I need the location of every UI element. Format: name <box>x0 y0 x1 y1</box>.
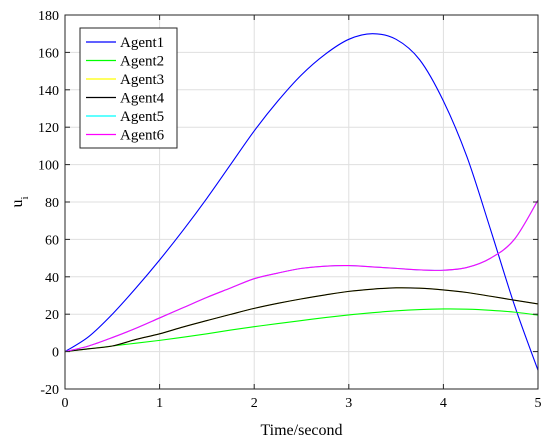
series-line-agent1 <box>64 33 539 371</box>
x-tick-label: 5 <box>535 396 542 411</box>
y-tick-label: 20 <box>45 308 59 323</box>
y-tick-label: 60 <box>45 233 59 248</box>
y-tick-label: 80 <box>45 196 59 211</box>
y-axis-title: ui <box>9 196 31 207</box>
series-line-agent6 <box>64 199 539 353</box>
x-axis-title: Time/second <box>260 422 342 439</box>
legend-label: Agent2 <box>120 54 164 70</box>
y-tick-label: -20 <box>40 383 59 398</box>
legend-label: Agent3 <box>120 72 164 88</box>
grid-lines <box>64 14 539 390</box>
legend-label: Agent6 <box>120 128 165 144</box>
x-tick-label: 0 <box>62 396 69 411</box>
legend-label: Agent5 <box>120 109 164 125</box>
y-tick-label: 140 <box>38 84 59 99</box>
y-tick-label: 100 <box>38 159 59 174</box>
y-tick-label: 40 <box>45 271 59 286</box>
x-tick-label: 1 <box>156 396 163 411</box>
y-axis-title-subscript: i <box>19 196 31 199</box>
legend-label: Agent4 <box>120 91 165 107</box>
series-line-agent2 <box>64 308 539 353</box>
series-line-agent4 <box>64 287 539 353</box>
y-axis-title-main: u <box>9 200 26 208</box>
x-tick-label: 3 <box>345 396 352 411</box>
y-tick-label: 160 <box>38 46 59 61</box>
legend-label: Agent1 <box>120 35 164 51</box>
y-tick-label: 0 <box>52 346 59 361</box>
series-lines <box>64 33 539 371</box>
legend-box <box>79 27 178 149</box>
x-tick-label: 4 <box>440 396 447 411</box>
y-tick-label: 180 <box>38 9 59 24</box>
svg-text:ui: ui <box>9 196 31 207</box>
x-tick-label: 2 <box>251 396 258 411</box>
legend: Agent1 Agent2 Agent3 Agent4 Agent5 Agent6 <box>79 27 178 149</box>
y-tick-label: 120 <box>38 121 59 136</box>
